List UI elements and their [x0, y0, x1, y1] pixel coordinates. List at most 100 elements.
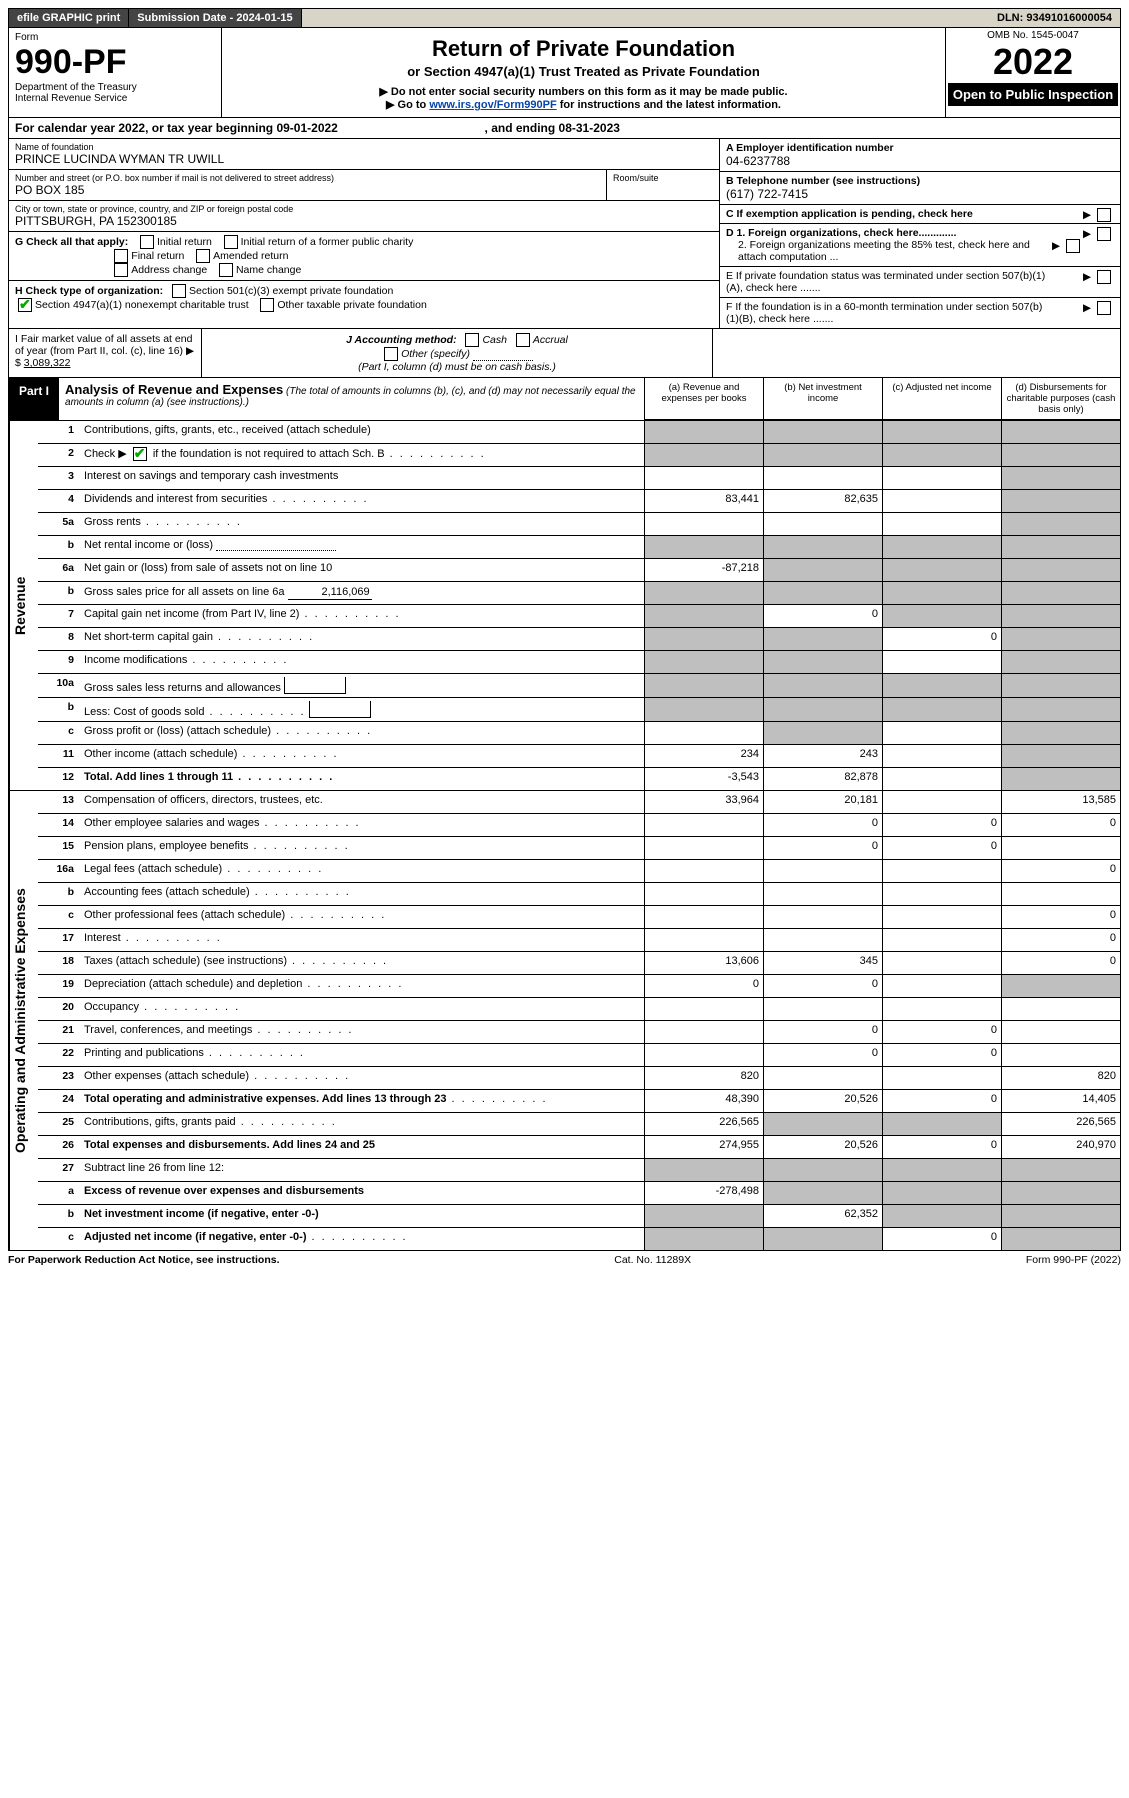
r5a-text: Gross rents — [84, 516, 141, 528]
r8-text: Net short-term capital gain — [84, 631, 213, 643]
r11-text: Other income (attach schedule) — [84, 748, 237, 760]
r10a-box — [284, 677, 346, 694]
r6a-b — [763, 559, 882, 581]
chk-other-method[interactable] — [384, 347, 398, 361]
h-check-row: H Check type of organization: Section 50… — [9, 281, 719, 315]
r17-d: 0 — [1001, 929, 1120, 951]
r5a-a — [644, 513, 763, 535]
g-check-row: G Check all that apply: Initial return I… — [9, 232, 719, 281]
r6b-b — [763, 582, 882, 604]
r11-a: 234 — [644, 745, 763, 767]
chk-amended[interactable] — [196, 249, 210, 263]
r27-label: Subtract line 26 from line 12: — [80, 1159, 644, 1181]
r27b-a — [644, 1205, 763, 1227]
instructions-link[interactable]: www.irs.gov/Form990PF — [429, 99, 556, 111]
r5b-c — [882, 536, 1001, 558]
chk-other-taxable[interactable] — [260, 298, 274, 312]
open-to-public: Open to Public Inspection — [948, 83, 1118, 106]
r13-b: 20,181 — [763, 791, 882, 813]
r2-a — [644, 444, 763, 466]
r7-a — [644, 605, 763, 627]
chk-cash[interactable] — [465, 333, 479, 347]
subdate-label: Submission Date - — [137, 12, 236, 24]
r25-d: 226,565 — [1001, 1113, 1120, 1135]
r22-label: Printing and publications — [80, 1044, 644, 1066]
chk-exemption-pending[interactable] — [1097, 208, 1111, 222]
submission-date: Submission Date - 2024-01-15 — [129, 9, 301, 27]
r24-c: 0 — [882, 1090, 1001, 1112]
r27a-d — [1001, 1182, 1120, 1204]
r6a-c — [882, 559, 1001, 581]
j-o1: Cash — [482, 334, 507, 346]
r24-num: 24 — [38, 1090, 80, 1112]
revenue-rows: 1Contributions, gifts, grants, etc., rec… — [38, 421, 1120, 790]
r22-d — [1001, 1044, 1120, 1066]
room-suite-cell: Room/suite — [607, 170, 719, 200]
top-bar: efile GRAPHIC print Submission Date - 20… — [8, 8, 1121, 28]
r5b-num: b — [38, 536, 80, 558]
r10c-text: Gross profit or (loss) (attach schedule) — [84, 725, 271, 737]
f-label: F If the foundation is in a 60-month ter… — [726, 301, 1046, 325]
r11-c — [882, 745, 1001, 767]
r16b-num: b — [38, 883, 80, 905]
chk-initial-former[interactable] — [224, 235, 238, 249]
r12-c — [882, 768, 1001, 790]
chk-85pct[interactable] — [1066, 239, 1080, 253]
street-address-cell: Number and street (or P.O. box number if… — [9, 170, 607, 200]
r18-b: 345 — [763, 952, 882, 974]
i-cell: I Fair market value of all assets at end… — [9, 329, 202, 377]
row-18: 18Taxes (attach schedule) (see instructi… — [38, 952, 1120, 975]
foundation-name-cell: Name of foundation PRINCE LUCINDA WYMAN … — [9, 139, 719, 170]
chk-name-change[interactable] — [219, 263, 233, 277]
form-label: Form — [15, 32, 215, 43]
r25-b — [763, 1113, 882, 1135]
chk-status-terminated[interactable] — [1097, 270, 1111, 284]
chk-accrual[interactable] — [516, 333, 530, 347]
ein-value: 04-6237788 — [726, 154, 1114, 168]
r6b-d — [1001, 582, 1120, 604]
entity-left: Name of foundation PRINCE LUCINDA WYMAN … — [9, 139, 719, 328]
subdate-value: 2024-01-15 — [236, 12, 292, 24]
c-label: C If exemption application is pending, c… — [726, 208, 973, 220]
r16b-d — [1001, 883, 1120, 905]
r6a-a: -87,218 — [644, 559, 763, 581]
r6a-d — [1001, 559, 1120, 581]
header-right: OMB No. 1545-0047 2022 Open to Public In… — [945, 28, 1120, 117]
part1-title: Analysis of Revenue and Expenses — [65, 382, 283, 397]
r6b-inline[interactable] — [288, 585, 372, 600]
r23-c — [882, 1067, 1001, 1089]
efile-print-button[interactable]: efile GRAPHIC print — [9, 9, 129, 27]
r13-c — [882, 791, 1001, 813]
column-headers: (a) Revenue and expenses per books (b) N… — [644, 378, 1120, 420]
chk-no-schb[interactable] — [133, 447, 147, 461]
r27-c — [882, 1159, 1001, 1181]
r23-a: 820 — [644, 1067, 763, 1089]
chk-60month[interactable] — [1097, 301, 1111, 315]
chk-501c3[interactable] — [172, 284, 186, 298]
r17-text: Interest — [84, 932, 121, 944]
r12-b: 82,878 — [763, 768, 882, 790]
r2-pre: Check ▶ — [84, 448, 130, 460]
r27c-d — [1001, 1228, 1120, 1250]
row-27c: cAdjusted net income (if negative, enter… — [38, 1228, 1120, 1250]
r21-b: 0 — [763, 1021, 882, 1043]
chk-final-return[interactable] — [114, 249, 128, 263]
r1-c — [882, 421, 1001, 443]
r4-b: 82,635 — [763, 490, 882, 512]
chk-initial-return[interactable] — [140, 235, 154, 249]
r24-label: Total operating and administrative expen… — [80, 1090, 644, 1112]
r9-text: Income modifications — [84, 654, 187, 666]
chk-foreign-org[interactable] — [1097, 227, 1111, 241]
footer-right: Form 990-PF (2022) — [1026, 1254, 1121, 1266]
phone-label: B Telephone number (see instructions) — [726, 175, 1114, 187]
r27b-label: Net investment income (if negative, ente… — [80, 1205, 644, 1227]
r9-label: Income modifications — [80, 651, 644, 673]
r3-d — [1001, 467, 1120, 489]
r3-label: Interest on savings and temporary cash i… — [80, 467, 644, 489]
r16b-text: Accounting fees (attach schedule) — [84, 886, 250, 898]
chk-4947a1[interactable] — [18, 298, 32, 312]
r12-text: Total. Add lines 1 through 11 — [84, 771, 233, 783]
r21-text: Travel, conferences, and meetings — [84, 1024, 252, 1036]
r19-b: 0 — [763, 975, 882, 997]
chk-address-change[interactable] — [114, 263, 128, 277]
